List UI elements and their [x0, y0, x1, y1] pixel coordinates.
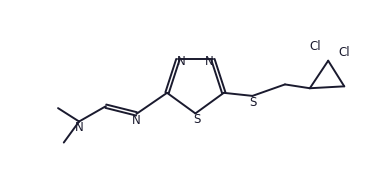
Text: Cl: Cl [339, 46, 350, 59]
Text: N: N [132, 114, 141, 127]
Text: S: S [249, 96, 256, 109]
Text: S: S [194, 113, 201, 126]
Text: N: N [205, 55, 214, 68]
Text: N: N [75, 121, 84, 134]
Text: Cl: Cl [309, 40, 320, 53]
Text: N: N [177, 55, 186, 68]
